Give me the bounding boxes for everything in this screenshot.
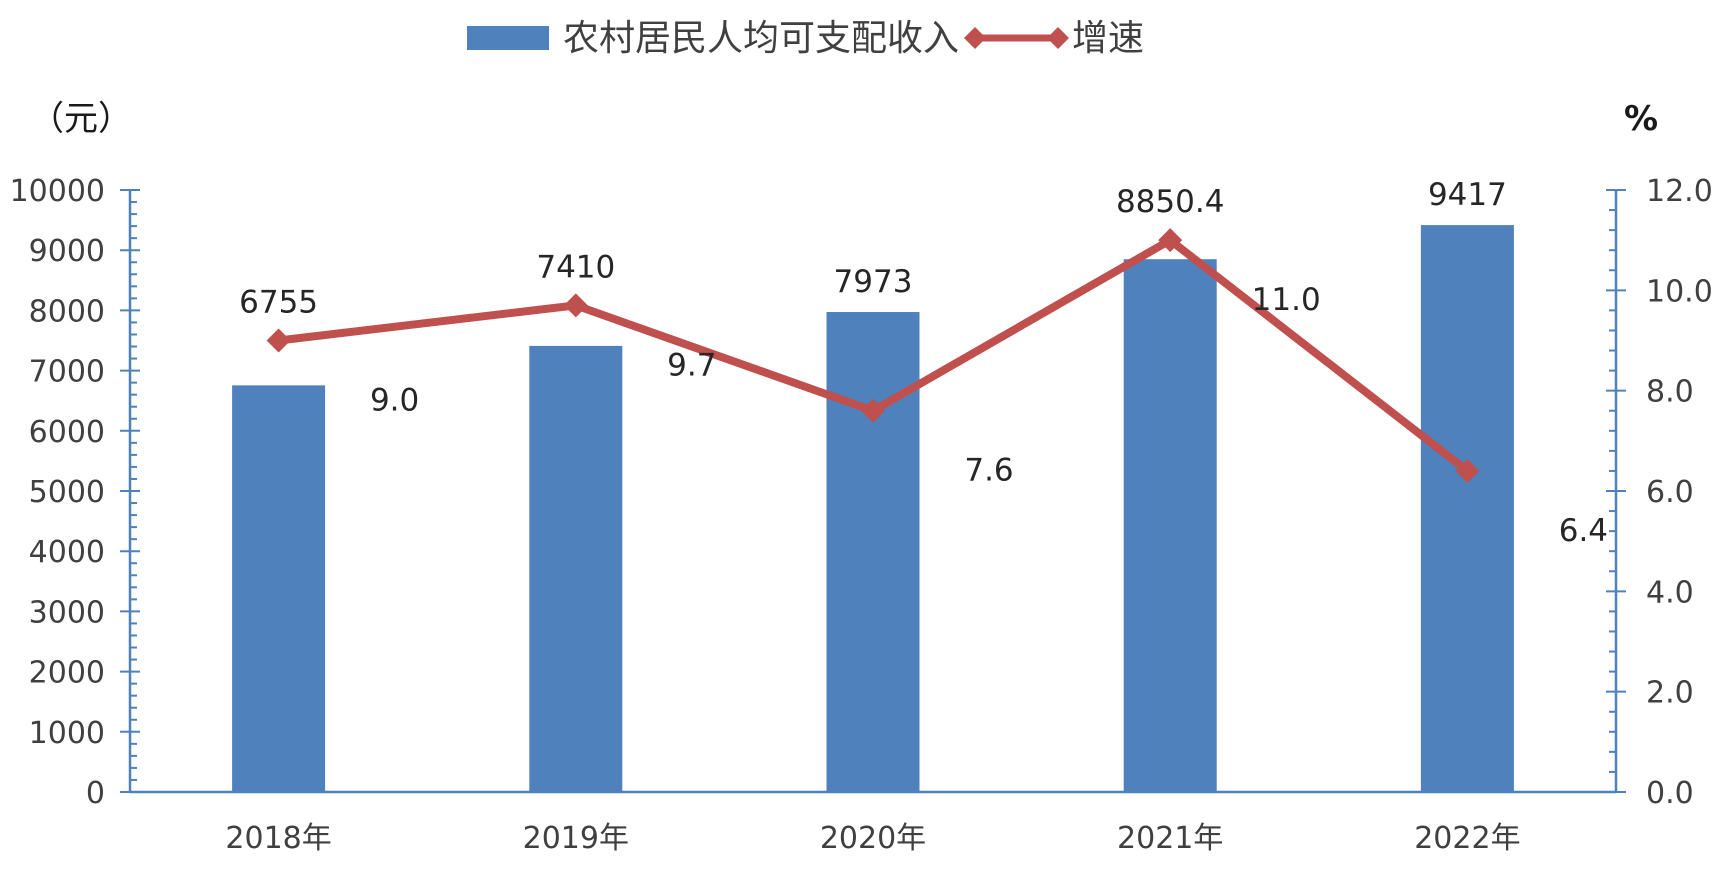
bar-value-label-2021年: 8850.4 <box>1116 184 1224 220</box>
growth-marker-2020年 <box>861 398 885 423</box>
y-left-tick-label-1000: 1000 <box>29 716 105 751</box>
line-layer <box>266 228 1480 483</box>
legend-marker-growth-right <box>1047 27 1069 49</box>
bar-value-label-2019年: 7410 <box>536 249 615 285</box>
bar-2019年 <box>529 345 623 792</box>
legend: 农村居民人均可支配收入 增速 <box>467 18 1144 59</box>
y-left-tick-label-4000: 4000 <box>29 535 105 570</box>
y-right-tick-label-2.0: 2.0 <box>1646 676 1694 711</box>
bars-layer <box>232 225 1514 792</box>
growth-marker-2018年 <box>266 328 291 353</box>
y-left-tick-label-0: 0 <box>86 776 105 811</box>
growth-marker-2022年 <box>1455 458 1480 483</box>
y-left-tick-label-3000: 3000 <box>29 595 105 630</box>
y-right-tick-label-6.0: 6.0 <box>1646 475 1694 510</box>
bar-value-label-2018年: 6755 <box>239 285 318 321</box>
axes-layer: 0 1000 2000 3000 4000 5000 6000 7000 8000 9000 100… <box>10 174 1713 856</box>
y-axis-right-title: % <box>1624 99 1658 139</box>
y-left-tick-label-5000: 5000 <box>29 475 105 510</box>
y-left-tick-label-6000: 6000 <box>29 415 105 450</box>
growth-marker-2021年 <box>1158 228 1183 253</box>
y-right-tick-label-4.0: 4.0 <box>1646 575 1694 610</box>
growth-value-label-2020年: 7.6 <box>964 453 1013 489</box>
growth-value-label-2021年: 11.0 <box>1252 282 1321 318</box>
bar-value-label-2022年: 9417 <box>1428 177 1507 213</box>
y-left-tick-label-2000: 2000 <box>29 656 105 691</box>
legend-label-growth: 增速 <box>1072 18 1144 59</box>
bar-2020年 <box>826 312 920 792</box>
x-tick-label-2022年: 2022年 <box>1414 821 1520 856</box>
labels-layer: 6755 7410 7973 8850.4 9417 9.0 9.7 7.6 11.0 6.4 <box>239 177 1608 549</box>
y-left-tick-label-9000: 9000 <box>29 234 105 269</box>
growth-marker-2019年 <box>563 293 588 318</box>
y-left-tick-label-7000: 7000 <box>29 355 105 390</box>
growth-value-label-2022年: 6.4 <box>1559 513 1608 549</box>
x-tick-label-2021年: 2021年 <box>1117 821 1223 856</box>
legend-label-income: 农村居民人均可支配收入 <box>563 18 959 59</box>
y-left-tick-label-8000: 8000 <box>29 294 105 329</box>
y-right-tick-label-0.0: 0.0 <box>1646 776 1694 811</box>
bar-2022年 <box>1420 225 1514 792</box>
bar-2018年 <box>232 385 326 792</box>
y-right-tick-label-10.0: 10.0 <box>1646 274 1713 309</box>
legend-swatch-income <box>467 26 549 50</box>
bar-2021年 <box>1123 259 1217 792</box>
x-tick-label-2018年: 2018年 <box>225 821 331 856</box>
legend-marker-growth-left <box>964 27 986 49</box>
x-tick-label-2020年: 2020年 <box>820 821 926 856</box>
x-tick-label-2019年: 2019年 <box>523 821 629 856</box>
y-axis-left-title: （元） <box>30 99 132 139</box>
y-left-tick-label-10000: 10000 <box>10 174 105 209</box>
growth-value-label-2019年: 9.7 <box>667 347 716 383</box>
y-right-tick-label-8.0: 8.0 <box>1646 375 1694 410</box>
growth-value-label-2018年: 9.0 <box>370 383 419 419</box>
bar-value-label-2020年: 7973 <box>834 264 913 300</box>
y-right-tick-label-12.0: 12.0 <box>1646 174 1713 209</box>
